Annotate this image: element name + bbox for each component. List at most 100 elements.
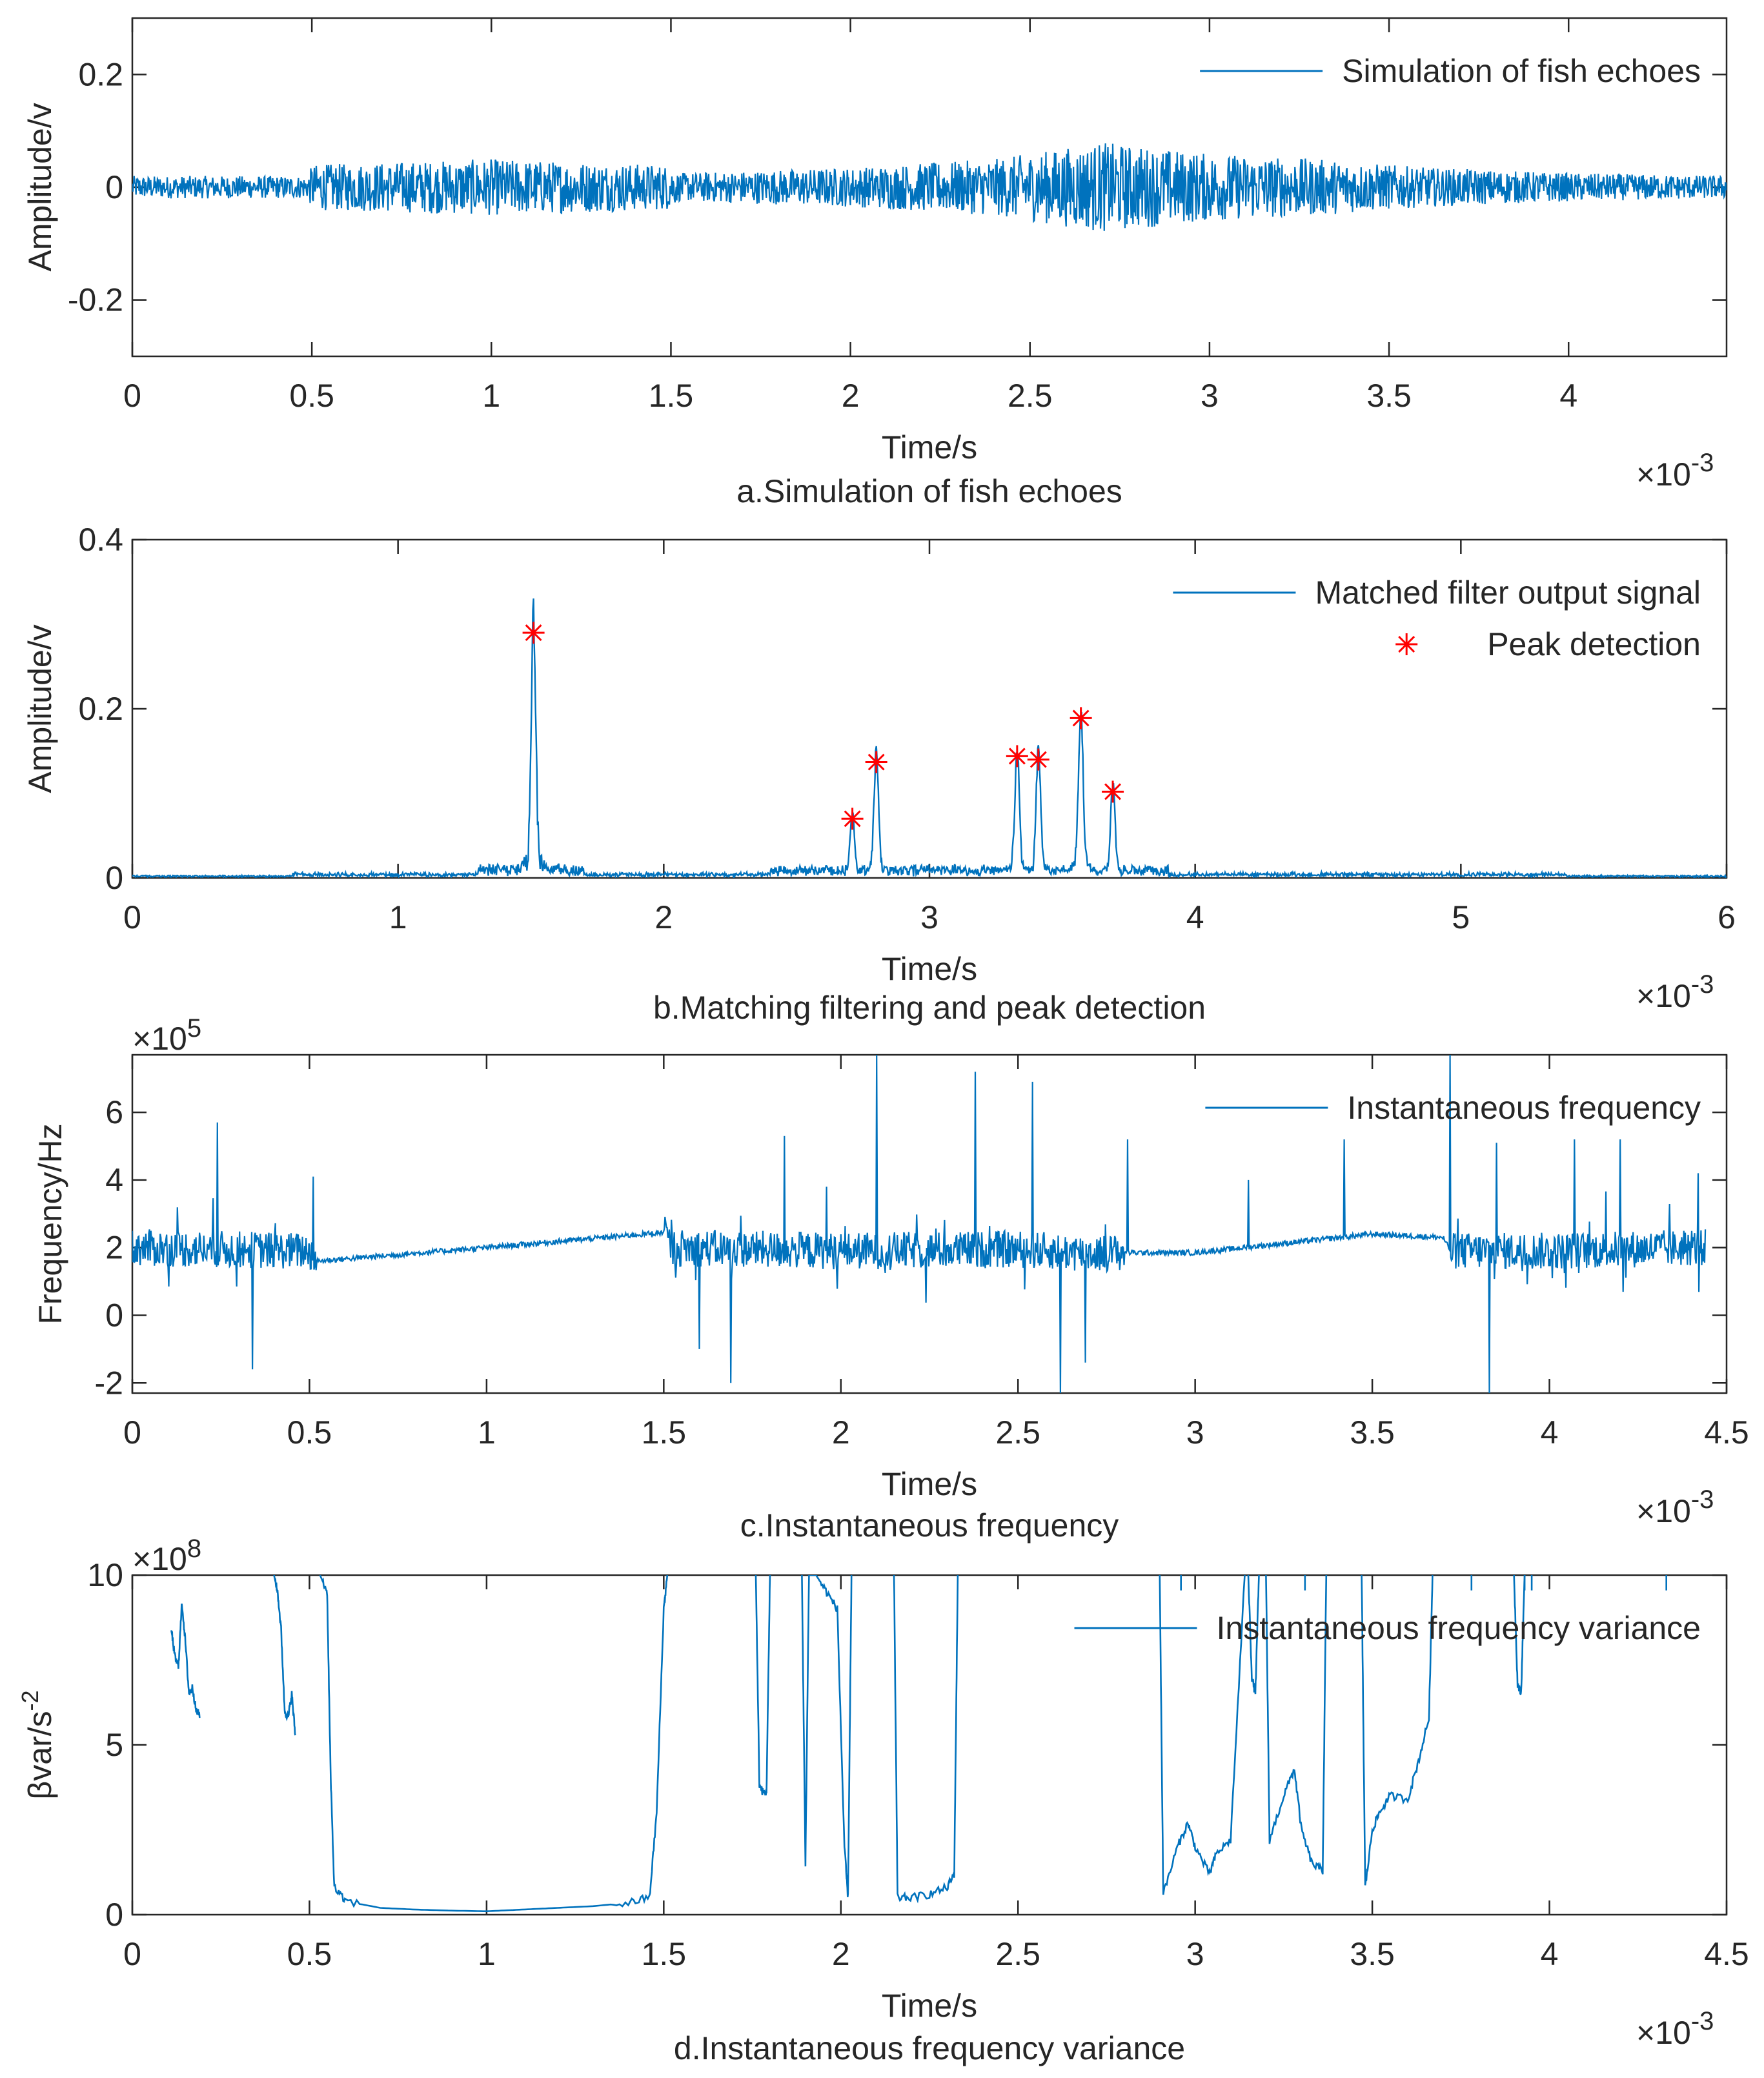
panel-caption: c.Instantaneous frequency — [740, 1507, 1119, 1543]
panel-caption: b.Matching filtering and peak detection — [653, 990, 1206, 1026]
panel-b: 0 1 2 3 4 5 6 0 0.2 0.4 Time/s Amplitude/v ×10-3 b.Ma… — [22, 522, 1736, 1026]
peak-marker-stroke — [525, 624, 542, 642]
x-tick-label: 0 — [123, 1414, 141, 1451]
y-tick-label: 0 — [105, 1897, 123, 1933]
x-tick-label: 2 — [654, 899, 673, 935]
x-multiplier-exp: -3 — [1691, 970, 1714, 999]
x-multiplier-base: ×10 — [1636, 2015, 1691, 2051]
peak-marker-stroke — [844, 810, 861, 828]
x-axis-label: Time/s — [882, 1988, 977, 2024]
peak-marker-stroke — [1104, 783, 1122, 800]
x-tick-label: 1.5 — [642, 1936, 687, 1972]
series-instantaneous-frequency-variance-segment — [1247, 1575, 1260, 1695]
y-tick-label: 0.2 — [78, 56, 123, 92]
y-axis-label-text: Amplitude/v — [22, 103, 58, 271]
legend-entry-label: Simulation of fish echoes — [1342, 53, 1701, 89]
x-tick-label: 2 — [832, 1936, 850, 1972]
axes-box — [131, 1054, 1728, 1394]
x-tick-label: 1 — [389, 899, 407, 935]
y-multiplier-base: ×10 — [132, 1541, 187, 1577]
x-tick-label: 3.5 — [1350, 1414, 1395, 1451]
y-multiplier-exp: 8 — [187, 1534, 201, 1563]
y-multiplier: ×105 — [132, 1014, 201, 1057]
x-axis-label: Time/s — [882, 1466, 977, 1502]
y-multiplier-base: ×10 — [132, 1021, 187, 1057]
x-tick-label: 4 — [1559, 378, 1577, 414]
x-axis-label: Time/s — [882, 951, 977, 987]
panel-c: 0 0.5 1 1.5 2 2.5 3 3.5 4 4.5-20246Time/sFrequenc… — [32, 1014, 1749, 1543]
x-tick-label: 3.5 — [1366, 378, 1412, 414]
x-tick-label: 6 — [1718, 899, 1736, 935]
series-instantaneous-frequency — [132, 1055, 1707, 1393]
y-tick-label: 10 — [87, 1557, 123, 1593]
legend-marker-symbol — [1395, 633, 1418, 655]
peak-marker — [522, 622, 545, 644]
peak-marker-stroke — [1072, 709, 1090, 727]
y-multiplier-exp: 5 — [187, 1014, 201, 1043]
y-tick-label: 2 — [105, 1230, 123, 1266]
y-axis-label: Frequency/Hz — [32, 1123, 68, 1324]
legend: Simulation of fish echoes — [1200, 53, 1701, 89]
y-tick-label: 6 — [105, 1094, 123, 1130]
x-multiplier-base: ×10 — [1636, 1493, 1691, 1529]
x-tick-label: 5 — [1452, 899, 1470, 935]
x-tick-label: 1.5 — [642, 1414, 687, 1451]
x-tick-label: 3 — [1201, 378, 1219, 414]
x-tick-label: 1.5 — [649, 378, 694, 414]
legend-marker-stroke — [1398, 636, 1415, 653]
y-axis-label: βvar/s-2 — [17, 1690, 58, 1799]
y-tick-label: 0 — [105, 860, 123, 896]
series-instantaneous-frequency-variance-segment — [1265, 1575, 1328, 1875]
peak-marker-stroke — [1029, 751, 1047, 768]
x-multiplier-exp: -3 — [1691, 449, 1714, 477]
series-instantaneous-frequency-variance-segment — [273, 1575, 296, 1736]
x-tick-label: 0.5 — [287, 1414, 332, 1451]
plot-area — [132, 598, 1727, 878]
peak-marker — [865, 751, 887, 773]
peak-marker-stroke — [867, 753, 885, 771]
series-instantaneous-frequency-variance-segment — [1159, 1575, 1246, 1895]
x-tick-label: 4.5 — [1704, 1936, 1749, 1972]
y-tick-label: 5 — [105, 1727, 123, 1763]
legend: Matched filter output signal Peak detecti… — [1173, 575, 1701, 662]
series-instantaneous-frequency-variance-segment — [1361, 1575, 1434, 1886]
y-axis-label: Amplitude/v — [22, 624, 58, 793]
x-tick-label: 4 — [1541, 1414, 1559, 1451]
x-tick-label: 4 — [1541, 1936, 1559, 1972]
panel-a: 0 0.5 1 1.5 2 2.5 3 3.5 4 -0.2 0 0.2 Time/s Amplitude… — [22, 17, 1728, 509]
legend: Instantaneous frequency — [1205, 1090, 1701, 1126]
x-axis-label: Time/s — [882, 429, 977, 465]
peak-marker — [1070, 707, 1092, 729]
x-tick-label: 2.5 — [995, 1414, 1040, 1451]
x-tick-label: 3.5 — [1350, 1936, 1395, 1972]
series-instantaneous-frequency-variance-segment — [319, 1575, 669, 1912]
peak-marker-stroke — [1008, 748, 1026, 765]
y-tick-label: 0 — [105, 169, 123, 205]
series-instantaneous-frequency-variance-segment — [893, 1575, 959, 1904]
x-multiplier: ×10-3 — [1636, 2007, 1714, 2051]
panel-d: 0 0.5 1 1.5 2 2.5 3 3.5 4 4.5 0 5 10 Time/s βvar/s-2 ×1… — [17, 1534, 1749, 2066]
y-multiplier: ×108 — [132, 1534, 201, 1577]
panel-caption: a.Simulation of fish echoes — [736, 473, 1122, 509]
peak-marker — [841, 808, 864, 830]
y-tick-label: 0 — [105, 1297, 123, 1333]
x-tick-label: 1 — [478, 1936, 496, 1972]
x-tick-label: 1 — [482, 378, 500, 414]
x-tick-label: 4 — [1186, 899, 1204, 935]
x-tick-label: 0.5 — [287, 1936, 332, 1972]
y-tick-label: 4 — [105, 1162, 123, 1198]
x-multiplier-exp: -3 — [1691, 1485, 1714, 1514]
x-tick-label: 2 — [832, 1414, 850, 1451]
peak-marker — [1102, 780, 1124, 803]
legend-entry-label: Instantaneous frequency variance — [1217, 1610, 1701, 1646]
y-tick-label: -0.2 — [68, 282, 123, 318]
plot-area — [132, 1055, 1707, 1393]
y-axis-label-text: Amplitude/v — [22, 624, 58, 793]
y-axis-label: Amplitude/v — [22, 103, 58, 271]
x-multiplier-base: ×10 — [1636, 456, 1691, 493]
x-multiplier-base: ×10 — [1636, 978, 1691, 1014]
y-tick-label: 0.2 — [78, 691, 123, 727]
peak-marker — [1006, 745, 1028, 768]
y-axis-label-text: βvar/s — [22, 1711, 58, 1799]
